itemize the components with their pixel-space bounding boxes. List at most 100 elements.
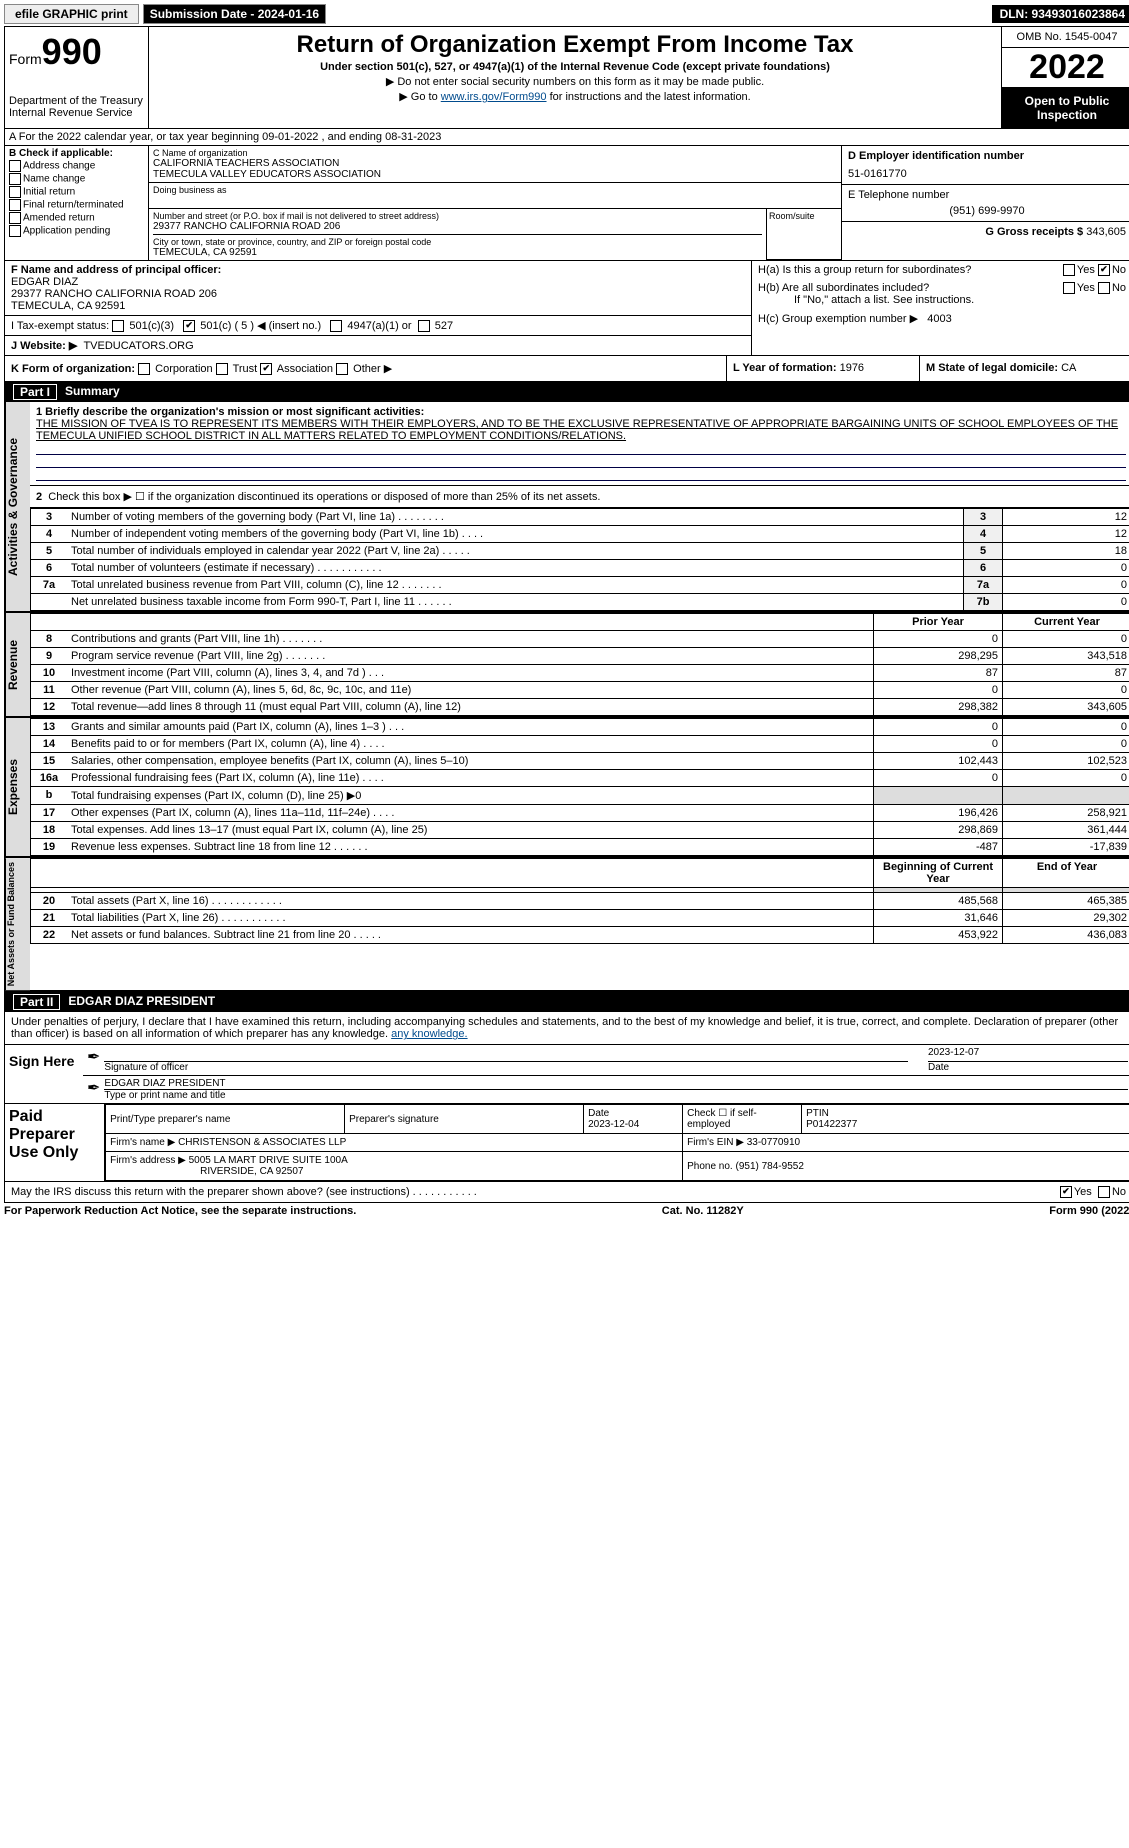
line-4-box: 4 [964, 526, 1003, 543]
chk-501c3[interactable] [112, 320, 124, 332]
part-i-header: Part I Summary [5, 382, 1129, 402]
pp-name-label: Print/Type preparer's name [106, 1105, 345, 1134]
submission-date-button[interactable]: Submission Date - 2024-01-16 [143, 4, 326, 24]
hb-label: H(b) Are all subordinates included? [758, 282, 929, 294]
form-label: Form [9, 51, 42, 67]
chk-name-change[interactable]: Name change [9, 173, 144, 185]
may-yes[interactable]: ✔ [1060, 1186, 1072, 1198]
e-label: E Telephone number [848, 189, 1126, 201]
part-ii-num: Part II [13, 994, 60, 1010]
ha-yes-label: Yes [1077, 264, 1095, 276]
line-12-desc: Total revenue—add lines 8 through 11 (mu… [67, 699, 874, 716]
l1-label: 1 Briefly describe the organization's mi… [36, 406, 424, 418]
firm-ein-value: 33-0770910 [747, 1137, 800, 1148]
hc-value: 4003 [927, 313, 951, 325]
line-11-desc: Other revenue (Part VIII, column (A), li… [67, 682, 874, 699]
k-other[interactable] [336, 363, 348, 375]
chk-501c[interactable]: ✔ [183, 320, 195, 332]
chk-final-return-label: Final return/terminated [23, 200, 124, 211]
line-4-no: 4 [31, 526, 68, 543]
chk-amended-return[interactable]: Amended return [9, 212, 144, 224]
ha-yes[interactable] [1063, 264, 1075, 276]
efile-label: efile GRAPHIC print [4, 4, 139, 24]
row-f: F Name and address of principal officer:… [5, 261, 751, 316]
line-14-curr: 0 [1003, 736, 1129, 753]
hb-no-label: No [1112, 282, 1126, 294]
line-b-curr [1003, 787, 1129, 805]
k-trust[interactable] [216, 363, 228, 375]
topbar: efile GRAPHIC print Submission Date - 20… [4, 4, 1129, 24]
may-no-label: No [1112, 1186, 1126, 1198]
ha-no[interactable]: ✔ [1098, 264, 1110, 276]
line-5-desc: Total number of individuals employed in … [67, 543, 964, 560]
k-assoc[interactable]: ✔ [260, 363, 272, 375]
form-title: Return of Organization Exempt From Incom… [155, 31, 995, 59]
ein-value: 51-0161770 [848, 168, 1126, 180]
dba-label: Doing business as [153, 185, 837, 195]
line-18-curr: 361,444 [1003, 822, 1129, 839]
line-14-desc: Benefits paid to or for members (Part IX… [67, 736, 874, 753]
line-6-no: 6 [31, 560, 68, 577]
line-17-no: 17 [31, 805, 68, 822]
line-3-box: 3 [964, 509, 1003, 526]
line-12-no: 12 [31, 699, 68, 716]
table-revenue: Prior YearCurrent Year8 Contributions an… [30, 613, 1129, 716]
col-h: H(a) Is this a group return for subordin… [752, 261, 1129, 355]
form-note-ssn: ▶ Do not enter social security numbers o… [155, 75, 995, 88]
irs-link[interactable]: www.irs.gov/Form990 [441, 91, 547, 103]
footer-mid: Cat. No. 11282Y [356, 1205, 1049, 1217]
col-defg: D Employer identification number 51-0161… [841, 146, 1129, 260]
footer: For Paperwork Reduction Act Notice, see … [4, 1203, 1129, 1219]
sig-date-label: Date [928, 1062, 1128, 1073]
omb-no: OMB No. 1545-0047 [1002, 27, 1129, 48]
line-7a-no: 7a [31, 577, 68, 594]
i-label: I Tax-exempt status: [11, 320, 109, 332]
chk-address-change[interactable]: Address change [9, 160, 144, 172]
hb-yes[interactable] [1063, 282, 1075, 294]
line-8-prior: 0 [874, 631, 1003, 648]
line-20-prior: 485,568 [874, 893, 1003, 910]
line-7b-box: 7b [964, 594, 1003, 611]
firm-phone-value: (951) 784-9552 [736, 1161, 804, 1172]
may-irs-discuss: May the IRS discuss this return with the… [5, 1181, 1129, 1202]
org-name-1: CALIFORNIA TEACHERS ASSOCIATION [153, 158, 837, 169]
part-ii-name: EDGAR DIAZ PRESIDENT [68, 994, 215, 1010]
k-corp[interactable] [138, 363, 150, 375]
line-3-desc: Number of voting members of the governin… [67, 509, 964, 526]
col-b: B Check if applicable: Address change Na… [5, 146, 149, 260]
phone-value: (951) 699-9970 [848, 205, 1126, 217]
form-note-link: ▶ Go to www.irs.gov/Form990 for instruct… [155, 90, 995, 103]
line-18-no: 18 [31, 822, 68, 839]
line-7b-desc: Net unrelated business taxable income fr… [67, 594, 964, 611]
chk-4947[interactable] [330, 320, 342, 332]
table-governance: 3 Number of voting members of the govern… [30, 508, 1129, 611]
part-ii-header: Part II EDGAR DIAZ PRESIDENT [5, 992, 1129, 1012]
line-6-desc: Total number of volunteers (estimate if … [67, 560, 964, 577]
line-12-prior: 298,382 [874, 699, 1003, 716]
chk-initial-return[interactable]: Initial return [9, 186, 144, 198]
chk-527[interactable] [418, 320, 430, 332]
may-no[interactable] [1098, 1186, 1110, 1198]
note2-pre: ▶ Go to [399, 91, 440, 103]
gross-receipts-value: 343,605 [1086, 226, 1126, 238]
firm-ein-label: Firm's EIN ▶ [687, 1137, 744, 1148]
table-netassets: Beginning of Current YearEnd of Year20 T… [30, 858, 1129, 944]
line-5-box: 5 [964, 543, 1003, 560]
officer-addr1: 29377 RANCHO CALIFORNIA ROAD 206 [11, 288, 217, 300]
m-label: M State of legal domicile: [926, 362, 1058, 374]
pp-date-value: 2023-12-04 [588, 1119, 639, 1130]
firm-name-label: Firm's name ▶ [110, 1137, 175, 1148]
chk-final-return[interactable]: Final return/terminated [9, 199, 144, 211]
irs-label: Internal Revenue Service [9, 107, 144, 119]
form-subtitle: Under section 501(c), 527, or 4947(a)(1)… [155, 61, 995, 73]
m-value: CA [1061, 362, 1076, 374]
line-2: 2 Check this box ▶ ☐ if the organization… [30, 486, 1129, 508]
pp-ptin-label: PTIN [806, 1108, 829, 1119]
line-22-prior: 453,922 [874, 927, 1003, 944]
d-label: D Employer identification number [848, 150, 1126, 162]
chk-application-pending[interactable]: Application pending [9, 225, 144, 237]
line-3-val: 12 [1003, 509, 1129, 526]
note2-post: for instructions and the latest informat… [547, 91, 751, 103]
ha-label: H(a) Is this a group return for subordin… [758, 264, 971, 276]
hb-no[interactable] [1098, 282, 1110, 294]
